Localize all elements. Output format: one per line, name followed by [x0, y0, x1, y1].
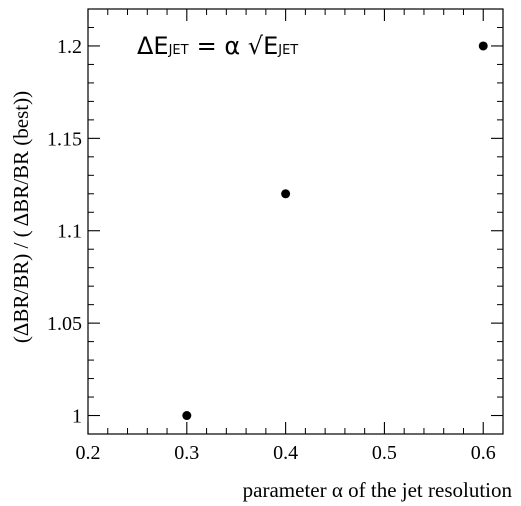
- x-tick-label: 0.6: [471, 442, 496, 464]
- tick-labels: 0.2 0.3 0.4 0.5 0.6 1 1.05 1.1 1.15 1.2: [47, 36, 496, 464]
- formula-annotation: ΔEJET = α √EJET: [137, 32, 298, 60]
- x-axis-title: parameter α of the jet resolution: [243, 478, 513, 502]
- y-axis-title: (ΔBR/BR) / ( ΔBR/BR (best)): [9, 91, 33, 343]
- axis-ticks: [87, 9, 503, 434]
- x-tick-label: 0.2: [76, 442, 101, 464]
- y-tick-label: 1.05: [47, 313, 82, 335]
- x-tick-label: 0.3: [174, 442, 199, 464]
- x-tick-label: 0.5: [372, 442, 397, 464]
- formula-sub-jet-2: JET: [277, 43, 298, 58]
- data-point: [281, 189, 291, 199]
- formula-delta-e: ΔE: [137, 32, 169, 60]
- data-point: [182, 411, 192, 421]
- formula-e: E: [263, 32, 278, 60]
- formula-sub-jet: JET: [168, 43, 189, 58]
- y-tick-label: 1.15: [47, 128, 82, 150]
- formula-equals-alpha: = α: [197, 32, 248, 60]
- data-points: [182, 41, 488, 421]
- x-tick-label: 0.4: [273, 442, 298, 464]
- y-tick-label: 1: [72, 406, 82, 428]
- data-point: [478, 41, 488, 51]
- y-tick-label: 1.1: [57, 221, 82, 243]
- y-tick-label: 1.2: [57, 36, 82, 58]
- formula-sqrt: √: [248, 32, 264, 60]
- plot-frame: [87, 8, 504, 435]
